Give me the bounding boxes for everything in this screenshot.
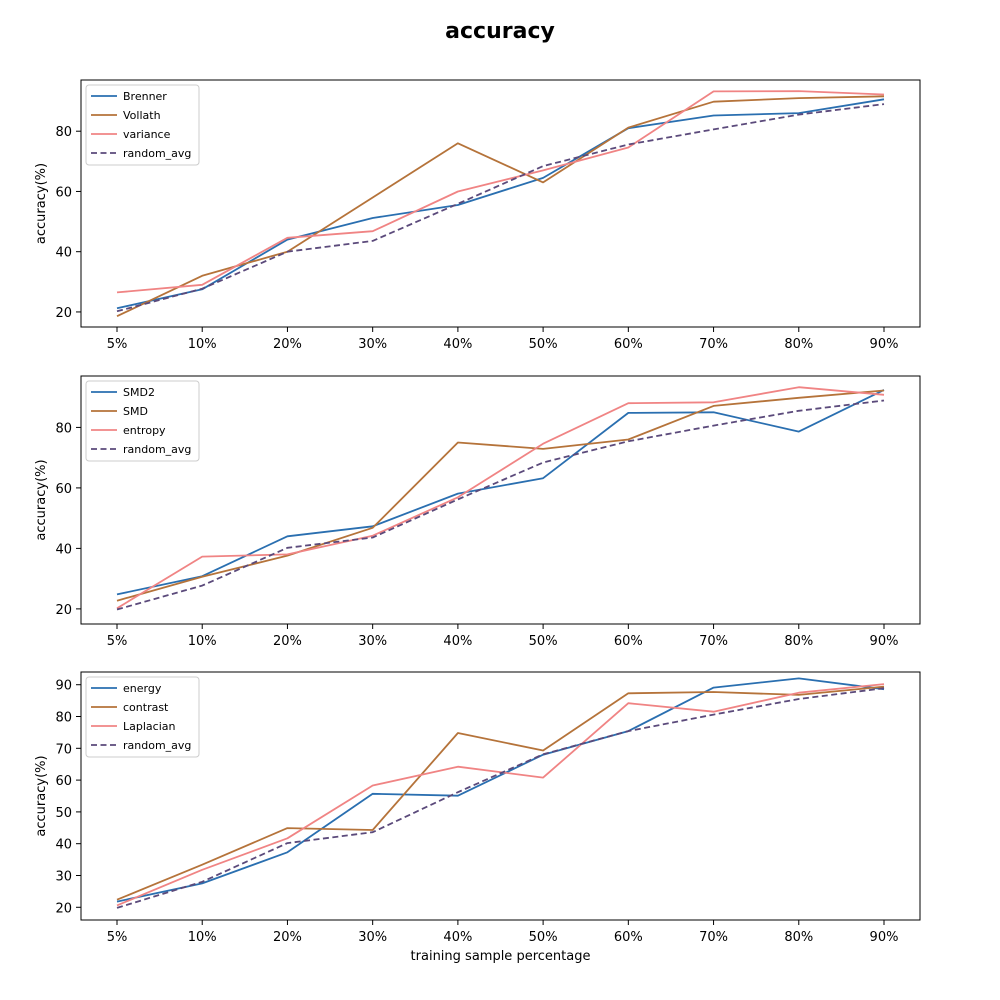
y-tick-label: 20 xyxy=(55,306,72,321)
series-line-vollath xyxy=(116,95,885,318)
y-tick-label: 40 xyxy=(55,246,72,261)
y-tick-label: 40 xyxy=(55,838,72,853)
y-axis-label: accuracy(%) xyxy=(34,163,49,244)
chart-panel-3: 5% 10% 20% 30% 40% 50% 60% 70% 80% 90% 20 30 40 50 60 7… xyxy=(34,671,921,964)
y-tick-label: 80 xyxy=(55,125,72,140)
legend-label: random_avg xyxy=(123,739,191,752)
x-axis-label: training sample percentage xyxy=(411,949,591,964)
plot-frame xyxy=(80,671,921,921)
legend: energy contrast Laplacian random_avg xyxy=(85,676,200,758)
chart-panel-1: 5% 10% 20% 30% 40% 50% 60% 70% 80% 90% 20 40 60 80 acc… xyxy=(34,79,921,352)
legend-label: Brenner xyxy=(123,90,167,103)
x-tick-label: 90% xyxy=(870,634,899,649)
legend-label: Vollath xyxy=(123,109,161,122)
series-line-laplacian xyxy=(116,683,885,907)
plot-area xyxy=(81,672,920,920)
y-axis-label: accuracy(%) xyxy=(34,459,49,540)
y-tick-label: 60 xyxy=(55,482,72,497)
plot-area xyxy=(81,80,920,327)
x-tick-label: 90% xyxy=(870,930,899,945)
y-tick-label: 70 xyxy=(55,742,72,757)
x-tick-label: 50% xyxy=(529,634,558,649)
legend-label: SMD xyxy=(123,405,148,418)
legend-label: random_avg xyxy=(123,147,191,160)
legend: Brenner Vollath variance random_avg xyxy=(85,84,200,166)
x-tick-label: 60% xyxy=(614,634,643,649)
x-tick-label: 5% xyxy=(107,930,128,945)
series-line-contrast xyxy=(116,685,885,901)
plot-frame xyxy=(80,375,921,625)
x-tick-label: 30% xyxy=(358,634,387,649)
legend-label: entropy xyxy=(123,424,166,437)
x-tick-label: 80% xyxy=(784,930,813,945)
legend: SMD2 SMD entropy random_avg xyxy=(85,380,200,462)
series-line-variance xyxy=(116,90,885,294)
y-tick-label: 80 xyxy=(55,711,72,726)
x-tick-label: 80% xyxy=(784,634,813,649)
x-tick-label: 5% xyxy=(107,634,128,649)
x-tick-label: 40% xyxy=(443,930,472,945)
series-line-energy xyxy=(116,677,885,903)
y-tick-label: 40 xyxy=(55,542,72,557)
chart-panel-2: 5% 10% 20% 30% 40% 50% 60% 70% 80% 90% 20 40 60 80 acc… xyxy=(34,375,921,649)
y-tick-label: 50 xyxy=(55,806,72,821)
y-tick-label: 60 xyxy=(55,185,72,200)
legend-label: contrast xyxy=(123,701,169,714)
y-tick-label: 60 xyxy=(55,774,72,789)
x-tick-label: 20% xyxy=(273,930,302,945)
x-tick-label: 60% xyxy=(614,930,643,945)
y-axis-label: accuracy(%) xyxy=(34,755,49,836)
x-tick-label: 70% xyxy=(699,337,728,352)
series-line-random-avg xyxy=(116,103,885,313)
chart-panels: 5% 10% 20% 30% 40% 50% 60% 70% 80% 90% 20 40 60 80 acc… xyxy=(34,79,921,964)
y-tick-label: 90 xyxy=(55,679,72,694)
plot-frame xyxy=(80,79,921,328)
legend-label: SMD2 xyxy=(123,386,155,399)
legend-label: random_avg xyxy=(123,443,191,456)
x-tick-label: 30% xyxy=(358,337,387,352)
x-tick-label: 70% xyxy=(699,634,728,649)
series-line-random-avg xyxy=(116,399,885,611)
plot-area xyxy=(81,376,920,624)
x-tick-label: 20% xyxy=(273,337,302,352)
x-tick-label: 60% xyxy=(614,337,643,352)
x-tick-label: 10% xyxy=(188,634,217,649)
series-line-random-avg xyxy=(116,687,885,909)
x-tick-label: 30% xyxy=(358,930,387,945)
legend-label: Laplacian xyxy=(123,720,175,733)
legend-box xyxy=(85,84,200,166)
x-tick-label: 10% xyxy=(188,930,217,945)
legend-label: energy xyxy=(123,682,162,695)
x-tick-label: 40% xyxy=(443,337,472,352)
x-tick-label: 90% xyxy=(870,337,899,352)
x-tick-label: 20% xyxy=(273,634,302,649)
legend-box xyxy=(85,380,200,462)
x-tick-label: 80% xyxy=(784,337,813,352)
y-tick-label: 20 xyxy=(55,901,72,916)
x-tick-label: 50% xyxy=(529,337,558,352)
x-tick-label: 40% xyxy=(443,634,472,649)
x-tick-label: 10% xyxy=(188,337,217,352)
series-line-entropy xyxy=(116,386,885,610)
legend-box xyxy=(85,676,200,758)
x-tick-label: 70% xyxy=(699,930,728,945)
legend-label: variance xyxy=(123,128,171,141)
x-tick-label: 5% xyxy=(107,337,128,352)
figure-title: accuracy xyxy=(445,19,555,44)
x-tick-label: 50% xyxy=(529,930,558,945)
y-tick-label: 30 xyxy=(55,869,72,884)
y-tick-label: 20 xyxy=(55,603,72,618)
y-tick-label: 80 xyxy=(55,421,72,436)
